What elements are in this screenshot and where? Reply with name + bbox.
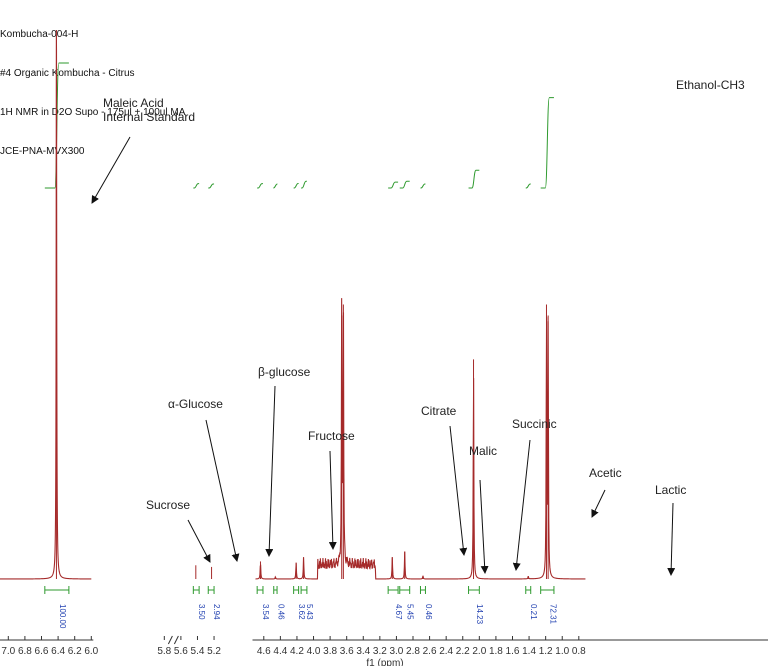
x-tick-label-15: 3.6: [340, 646, 354, 657]
annotation-arrow-1: [187, 519, 211, 563]
instrument-id: JCE-PNA-MVX300: [0, 146, 85, 157]
x-tick-label-17: 3.2: [373, 646, 387, 657]
integral-curve-2: [208, 183, 215, 189]
annotation-label-3: β-glucose: [258, 365, 311, 379]
x-tick-label-3: 6.4: [51, 646, 65, 657]
annotation-arrow-9: [667, 502, 676, 576]
x-tick-label-8: 5.4: [191, 646, 205, 657]
x-tick-label-1: 6.8: [18, 646, 32, 657]
axis-break-mark-b: [173, 635, 179, 645]
annotation-arrow-4: [328, 450, 337, 550]
annotation-arrow-0: [91, 136, 131, 204]
x-tick-label-22: 2.2: [456, 646, 470, 657]
spectrum-trace: [0, 30, 586, 580]
x-tick-label-2: 6.6: [35, 646, 49, 657]
x-tick-label-16: 3.4: [356, 646, 370, 657]
integral-value-11: 0.21: [529, 604, 538, 620]
integral-curve-5: [293, 182, 299, 189]
integral-value-7: 4.67: [394, 604, 403, 620]
x-tick-label-12: 4.2: [290, 646, 304, 657]
x-tick-label-5: 6.0: [84, 646, 98, 657]
integral-value-9: 0.46: [424, 604, 433, 620]
annotation-label-1: Sucrose: [146, 498, 190, 512]
x-tick-label-28: 1.0: [555, 646, 569, 657]
integral-bars: 100.00 3.50 2.94 3.54 0.46 3.625.43 4.67 5.45 0.…: [44, 586, 557, 629]
axis-break-mark-a: [167, 635, 173, 645]
x-tick-label-13: 4.0: [307, 646, 321, 657]
annotation-label-10: Ethanol-CH3: [676, 78, 745, 92]
integral-curve-9: [420, 183, 426, 189]
integral-curve-12: [540, 97, 554, 189]
integral-curve-6: [301, 180, 307, 189]
integral-curve-4: [273, 183, 278, 189]
integral-curve-11: [525, 183, 531, 189]
annotation-label-9: Lactic: [655, 483, 686, 497]
sample-description: #4 Organic Kombucha - Citrus: [0, 68, 135, 79]
integral-curve-7: [388, 181, 399, 189]
x-tick-label-10: 4.6: [257, 646, 271, 657]
annotation-label-4: Fructose: [308, 429, 355, 443]
spectrum-segment-right: [255, 298, 586, 580]
annotation-label-8: Acetic: [589, 466, 622, 480]
integral-value-12: 72.31: [548, 604, 557, 625]
annotation-label-0-line2: Internal Standard: [103, 110, 195, 124]
annotation-arrow-8: [591, 489, 606, 518]
x-tick-label-29: 0.8: [572, 646, 586, 657]
x-tick-label-4: 6.2: [68, 646, 82, 657]
integral-curve-1: [193, 183, 200, 189]
annotation-label-0: Maleic Acid: [103, 96, 164, 110]
annotation-arrow-3: [265, 385, 276, 557]
integral-value-2: 2.94: [212, 604, 221, 620]
integral-curves: [44, 62, 554, 189]
integral-value-5: 3.62: [297, 604, 306, 620]
annotation-arrow-5: [449, 425, 468, 556]
x-tick-label-24: 1.8: [489, 646, 503, 657]
x-tick-label-14: 3.8: [323, 646, 337, 657]
sample-id: Kombucha-004-H: [0, 29, 79, 40]
x-tick-label-18: 3.0: [389, 646, 403, 657]
spectrum-header: Kombucha-004-H #4 Organic Kombucha - Cit…: [0, 2, 185, 171]
spectrum-segment-left: [0, 36, 92, 580]
integral-value-10: 14.23: [475, 604, 484, 625]
annotation-arrow-2: [205, 419, 240, 562]
integral-value-4: 0.46: [276, 604, 285, 620]
x-tick-label-23: 2.0: [472, 646, 486, 657]
annotation-label-5: Citrate: [421, 404, 457, 418]
annotation-label-6: Malic: [469, 444, 497, 458]
x-tick-label-0: 7.0: [1, 646, 15, 657]
annotation-arrow-7: [512, 439, 531, 571]
x-tick-label-25: 1.6: [506, 646, 520, 657]
x-tick-label-11: 4.4: [273, 646, 287, 657]
annotation-label-2: α-Glucose: [168, 397, 223, 411]
integral-value-8: 5.45: [406, 604, 415, 620]
x-tick-label-19: 2.8: [406, 646, 420, 657]
integral-value-3: 3.54: [261, 604, 270, 620]
integral-curve-3: [257, 183, 263, 189]
integral-value-0: 100.00: [58, 604, 67, 629]
x-tick-label-27: 1.2: [539, 646, 553, 657]
x-tick-label-20: 2.6: [423, 646, 437, 657]
experiment-description: 1H NMR in D2O Supo - 175ul + 100ul MA: [0, 107, 186, 118]
x-axis-label: f1 (ppm): [366, 658, 403, 666]
integral-curve-10: [468, 169, 480, 189]
x-tick-label-7: 5.6: [174, 646, 188, 657]
annotation-label-7: Succinic: [512, 417, 557, 431]
annotation-arrow-6: [479, 479, 489, 574]
x-tick-label-6: 5.8: [157, 646, 171, 657]
x-axis: 7.0 6.8 6.6 6.4 6.2 6.0 5.8 5.6 5.4 5.2 4.6 4.4 4.2 4…: [0, 635, 768, 666]
integral-value-1: 3.50: [197, 604, 206, 620]
x-tick-label-26: 1.4: [522, 646, 536, 657]
x-tick-label-21: 2.4: [439, 646, 453, 657]
integral-curve-8: [399, 180, 410, 189]
x-tick-label-9: 5.2: [207, 646, 221, 657]
integral-value-6: 5.43: [305, 604, 314, 620]
